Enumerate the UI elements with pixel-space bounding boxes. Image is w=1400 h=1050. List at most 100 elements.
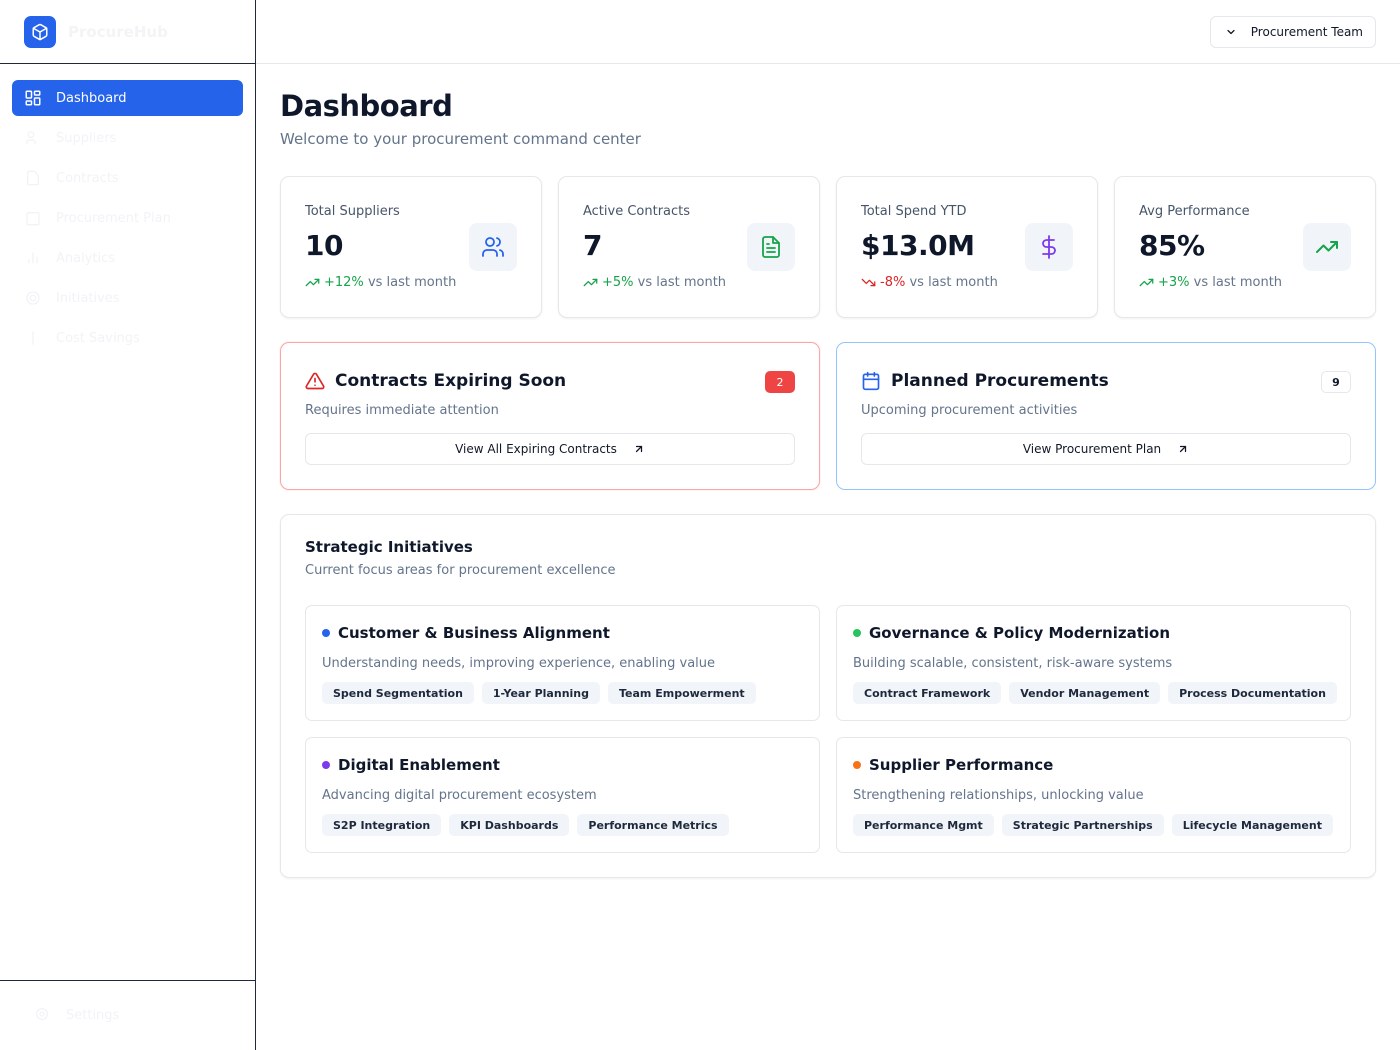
initiatives-grid: Customer & Business Alignment Understand…	[305, 605, 1351, 853]
page-subtitle: Welcome to your procurement command cent…	[280, 130, 641, 148]
contracts-expiring-card: Contracts Expiring Soon 2 Requires immed…	[280, 342, 820, 490]
arrow-up-right-icon	[1180, 445, 1187, 453]
tag: Performance Mgmt	[853, 814, 994, 836]
stat-change: +12%	[324, 275, 364, 290]
sidebar-item-label: Dashboard	[56, 90, 127, 106]
chevron-down-icon	[1227, 29, 1235, 35]
box-logo-icon[interactable]	[24, 15, 56, 48]
team-selector-button[interactable]: Procurement Team	[1209, 16, 1376, 48]
gear-icon	[34, 1006, 50, 1026]
users-icon	[24, 129, 42, 147]
alerts-row: Contracts Expiring Soon 2 Requires immed…	[280, 342, 1376, 490]
sidebar-item-label: Cost Savings	[56, 330, 140, 346]
status-dot	[853, 629, 861, 637]
sidebar-item-contracts[interactable]: Contracts	[12, 160, 243, 196]
sidebar-item-cost-savings[interactable]: Cost Savings	[12, 320, 243, 356]
sidebar-item-analytics[interactable]: Analytics	[12, 240, 243, 276]
alert-heading: Planned Procurements	[861, 371, 1109, 391]
stat-value: 85%	[1139, 229, 1205, 262]
initiative-tags: Performance Mgmt Strategic Partnerships …	[853, 814, 1333, 836]
section-title: Strategic Initiatives	[305, 538, 473, 556]
stat-label: Total Spend YTD	[861, 204, 967, 219]
file-text-icon	[747, 223, 795, 271]
tag: Lifecycle Management	[1171, 814, 1333, 836]
stat-card-spend: Total Spend YTD $13.0M -8% vs last month	[836, 176, 1098, 318]
initiative-tags: Contract Framework Vendor Management Pro…	[853, 682, 1337, 704]
tag: 1-Year Planning	[481, 682, 600, 704]
calendar-icon	[862, 371, 880, 391]
stat-change-suffix: vs last month	[1193, 275, 1283, 290]
view-expiring-contracts-button[interactable]: View All Expiring Contracts	[305, 433, 795, 465]
page-title: Dashboard	[280, 89, 453, 123]
initiative-card: Governance & Policy Modernization Buildi…	[836, 605, 1351, 721]
alert-subtitle: Requires immediate attention	[305, 403, 499, 418]
sidebar-item-label: Contracts	[56, 170, 119, 186]
sidebar-item-settings[interactable]: Settings	[0, 980, 255, 1050]
stat-change-suffix: vs last month	[637, 275, 727, 290]
alert-triangle-icon	[305, 372, 325, 390]
stat-value: 10	[305, 229, 343, 262]
sidebar-item-label: Procurement Plan	[56, 210, 171, 226]
sidebar-nav: Dashboard Suppliers Contracts Procuremen…	[0, 64, 255, 376]
stat-label: Avg Performance	[1139, 204, 1250, 219]
target-icon	[24, 289, 42, 307]
trending-up-icon	[1303, 223, 1351, 271]
tag: KPI Dashboards	[449, 814, 570, 836]
section-subtitle: Current focus areas for procurement exce…	[305, 563, 616, 578]
sidebar-item-suppliers[interactable]: Suppliers	[12, 120, 243, 156]
alert-title: Contracts Expiring Soon	[335, 371, 567, 391]
bar-chart-icon	[24, 249, 42, 267]
initiative-card: Digital Enablement Advancing digital pro…	[305, 737, 820, 853]
layout-grid-icon	[24, 89, 42, 107]
status-dot	[322, 761, 330, 769]
stat-label: Total Suppliers	[305, 204, 400, 219]
stat-change: +5%	[602, 275, 634, 290]
stat-change: -8%	[880, 275, 906, 290]
tag: Contract Framework	[853, 682, 1002, 704]
initiative-heading: Customer & Business Alignment	[322, 624, 610, 642]
planned-count-badge: 9	[1321, 371, 1351, 393]
strategic-initiatives-card: Strategic Initiatives Current focus area…	[280, 514, 1376, 878]
initiative-title: Governance & Policy Modernization	[869, 624, 1171, 642]
stat-card-contracts: Active Contracts 7 +5% vs last month	[558, 176, 820, 318]
stat-card-performance: Avg Performance 85% +3% vs last month	[1114, 176, 1376, 318]
stat-trend: +12% vs last month	[305, 275, 456, 290]
stat-trend: +3% vs last month	[1139, 275, 1282, 290]
initiative-title: Supplier Performance	[869, 756, 1054, 774]
stat-change: +3%	[1158, 275, 1190, 290]
sidebar-item-dashboard[interactable]: Dashboard	[12, 80, 243, 116]
sidebar-footer-label: Settings	[66, 1008, 120, 1023]
users-icon	[469, 223, 517, 271]
tag: Process Documentation	[1168, 682, 1337, 704]
initiative-card: Supplier Performance Strengthening relat…	[836, 737, 1351, 853]
expiring-count-badge: 2	[765, 371, 795, 393]
initiative-heading: Governance & Policy Modernization	[853, 624, 1170, 642]
planned-procurements-card: Planned Procurements 9 Upcoming procurem…	[836, 342, 1376, 490]
arrow-up-right-icon	[635, 445, 643, 453]
initiative-tags: S2P Integration KPI Dashboards Performan…	[322, 814, 729, 836]
dollar-icon	[1025, 223, 1073, 271]
initiative-heading: Supplier Performance	[853, 756, 1053, 774]
stats-row: Total Suppliers 10 +12% vs last month Ac…	[280, 176, 1376, 318]
file-text-icon	[24, 169, 42, 187]
initiative-title: Customer & Business Alignment	[338, 624, 610, 642]
sidebar-item-initiatives[interactable]: Initiatives	[12, 280, 243, 316]
stat-trend: -8% vs last month	[861, 275, 998, 290]
initiative-heading: Digital Enablement	[322, 756, 500, 774]
trending-up-icon	[1139, 278, 1154, 287]
tag: Team Empowerment	[608, 682, 756, 704]
team-selector-label: Procurement Team	[1250, 25, 1363, 39]
alert-heading: Contracts Expiring Soon	[305, 371, 566, 391]
stat-value: 7	[583, 229, 602, 262]
sidebar-item-label: Suppliers	[56, 130, 117, 146]
view-procurement-plan-button[interactable]: View Procurement Plan	[861, 433, 1351, 465]
tag: S2P Integration	[322, 814, 442, 836]
trending-down-icon	[861, 278, 876, 287]
sidebar-item-procurement-plan[interactable]: Procurement Plan	[12, 200, 243, 236]
initiative-description: Understanding needs, improving experienc…	[322, 656, 716, 671]
alert-subtitle: Upcoming procurement activities	[861, 403, 1078, 418]
initiative-description: Strengthening relationships, unlocking v…	[853, 788, 1144, 803]
initiative-card: Customer & Business Alignment Understand…	[305, 605, 820, 721]
trending-up-icon	[305, 278, 320, 287]
button-label: View All Expiring Contracts	[455, 442, 617, 456]
